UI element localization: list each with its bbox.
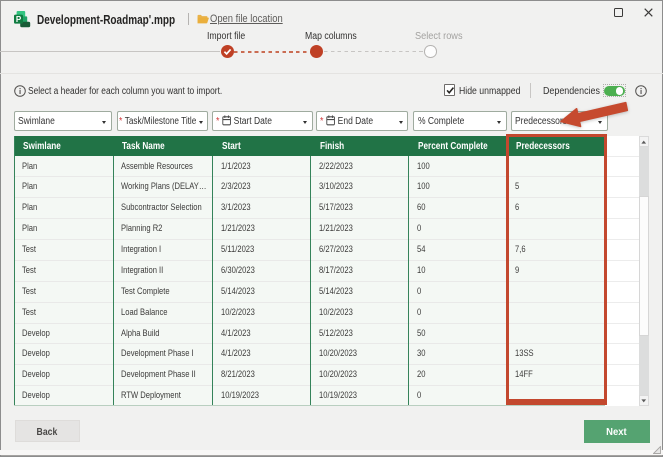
svg-text:P: P: [15, 15, 21, 24]
